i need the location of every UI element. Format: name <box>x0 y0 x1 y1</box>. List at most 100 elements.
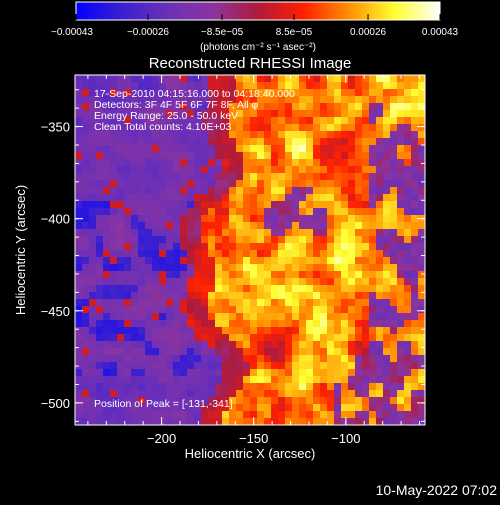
image-pixel <box>180 152 188 160</box>
image-pixel <box>369 376 377 384</box>
image-pixel <box>348 75 356 83</box>
image-pixel <box>222 201 230 209</box>
image-pixel <box>117 397 125 405</box>
image-pixel <box>397 292 405 300</box>
image-pixel <box>257 250 265 258</box>
image-pixel <box>89 124 97 132</box>
image-pixel <box>362 411 370 419</box>
image-pixel <box>355 292 363 300</box>
image-pixel <box>285 194 293 202</box>
image-pixel <box>229 299 237 307</box>
image-pixel <box>89 180 97 188</box>
image-pixel <box>152 264 160 272</box>
image-pixel <box>194 89 202 97</box>
image-pixel <box>250 320 258 328</box>
image-pixel <box>208 96 216 104</box>
image-pixel <box>110 222 118 230</box>
image-pixel <box>96 369 104 377</box>
image-pixel <box>278 96 286 104</box>
image-pixel <box>166 173 174 181</box>
image-pixel <box>180 159 188 167</box>
image-pixel <box>103 159 111 167</box>
image-pixel <box>334 369 342 377</box>
image-pixel <box>229 250 237 258</box>
image-pixel <box>257 418 265 425</box>
image-pixel <box>180 89 188 97</box>
image-pixel <box>271 236 279 244</box>
image-pixel <box>313 271 321 279</box>
image-pixel <box>145 383 153 391</box>
image-pixel <box>96 124 104 132</box>
image-pixel <box>236 383 244 391</box>
image-pixel <box>292 82 300 90</box>
image-pixel <box>278 222 286 230</box>
image-pixel <box>236 278 244 286</box>
image-pixel <box>138 180 146 188</box>
image-pixel <box>166 369 174 377</box>
image-pixel <box>250 397 258 405</box>
image-pixel <box>334 383 342 391</box>
image-pixel <box>166 222 174 230</box>
image-pixel <box>369 250 377 258</box>
image-pixel <box>75 243 83 251</box>
image-pixel <box>180 103 188 111</box>
image-pixel <box>327 152 335 160</box>
image-pixel <box>292 355 300 363</box>
image-pixel <box>75 250 83 258</box>
image-pixel <box>89 229 97 237</box>
image-pixel <box>215 369 223 377</box>
image-pixel <box>306 418 314 425</box>
image-pixel <box>299 348 307 356</box>
image-pixel <box>215 327 223 335</box>
image-pixel <box>222 313 230 321</box>
image-pixel <box>103 397 111 405</box>
image-pixel <box>404 285 412 293</box>
image-pixel <box>313 138 321 146</box>
image-pixel <box>180 236 188 244</box>
image-pixel <box>117 376 125 384</box>
image-pixel <box>320 124 328 132</box>
image-pixel <box>236 348 244 356</box>
image-pixel <box>341 180 349 188</box>
image-pixel <box>264 334 272 342</box>
image-pixel <box>208 75 216 83</box>
image-pixel <box>166 320 174 328</box>
image-pixel <box>404 215 412 223</box>
image-pixel <box>278 229 286 237</box>
image-pixel <box>278 208 286 216</box>
image-pixel <box>306 383 314 391</box>
image-pixel <box>292 348 300 356</box>
image-pixel <box>201 229 209 237</box>
image-pixel <box>194 201 202 209</box>
image-pixel <box>271 292 279 300</box>
image-pixel <box>187 110 195 118</box>
image-pixel <box>411 348 419 356</box>
image-pixel <box>89 264 97 272</box>
image-pixel <box>327 397 335 405</box>
image-pixel <box>418 82 425 90</box>
image-pixel <box>159 131 167 139</box>
image-pixel <box>292 215 300 223</box>
image-pixel <box>397 110 405 118</box>
image-pixel <box>131 299 139 307</box>
image-pixel <box>208 271 216 279</box>
image-pixel <box>82 306 90 314</box>
image-pixel <box>145 215 153 223</box>
image-pixel <box>418 110 425 118</box>
image-pixel <box>152 138 160 146</box>
image-pixel <box>180 166 188 174</box>
image-pixel <box>397 152 405 160</box>
image-pixel <box>285 124 293 132</box>
image-pixel <box>138 201 146 209</box>
image-pixel <box>313 236 321 244</box>
image-pixel <box>362 306 370 314</box>
image-pixel <box>257 89 265 97</box>
image-pixel <box>348 264 356 272</box>
image-pixel <box>341 327 349 335</box>
image-pixel <box>152 313 160 321</box>
image-pixel <box>103 369 111 377</box>
image-pixel <box>271 96 279 104</box>
image-pixel <box>75 180 83 188</box>
image-pixel <box>355 152 363 160</box>
image-pixel <box>208 229 216 237</box>
